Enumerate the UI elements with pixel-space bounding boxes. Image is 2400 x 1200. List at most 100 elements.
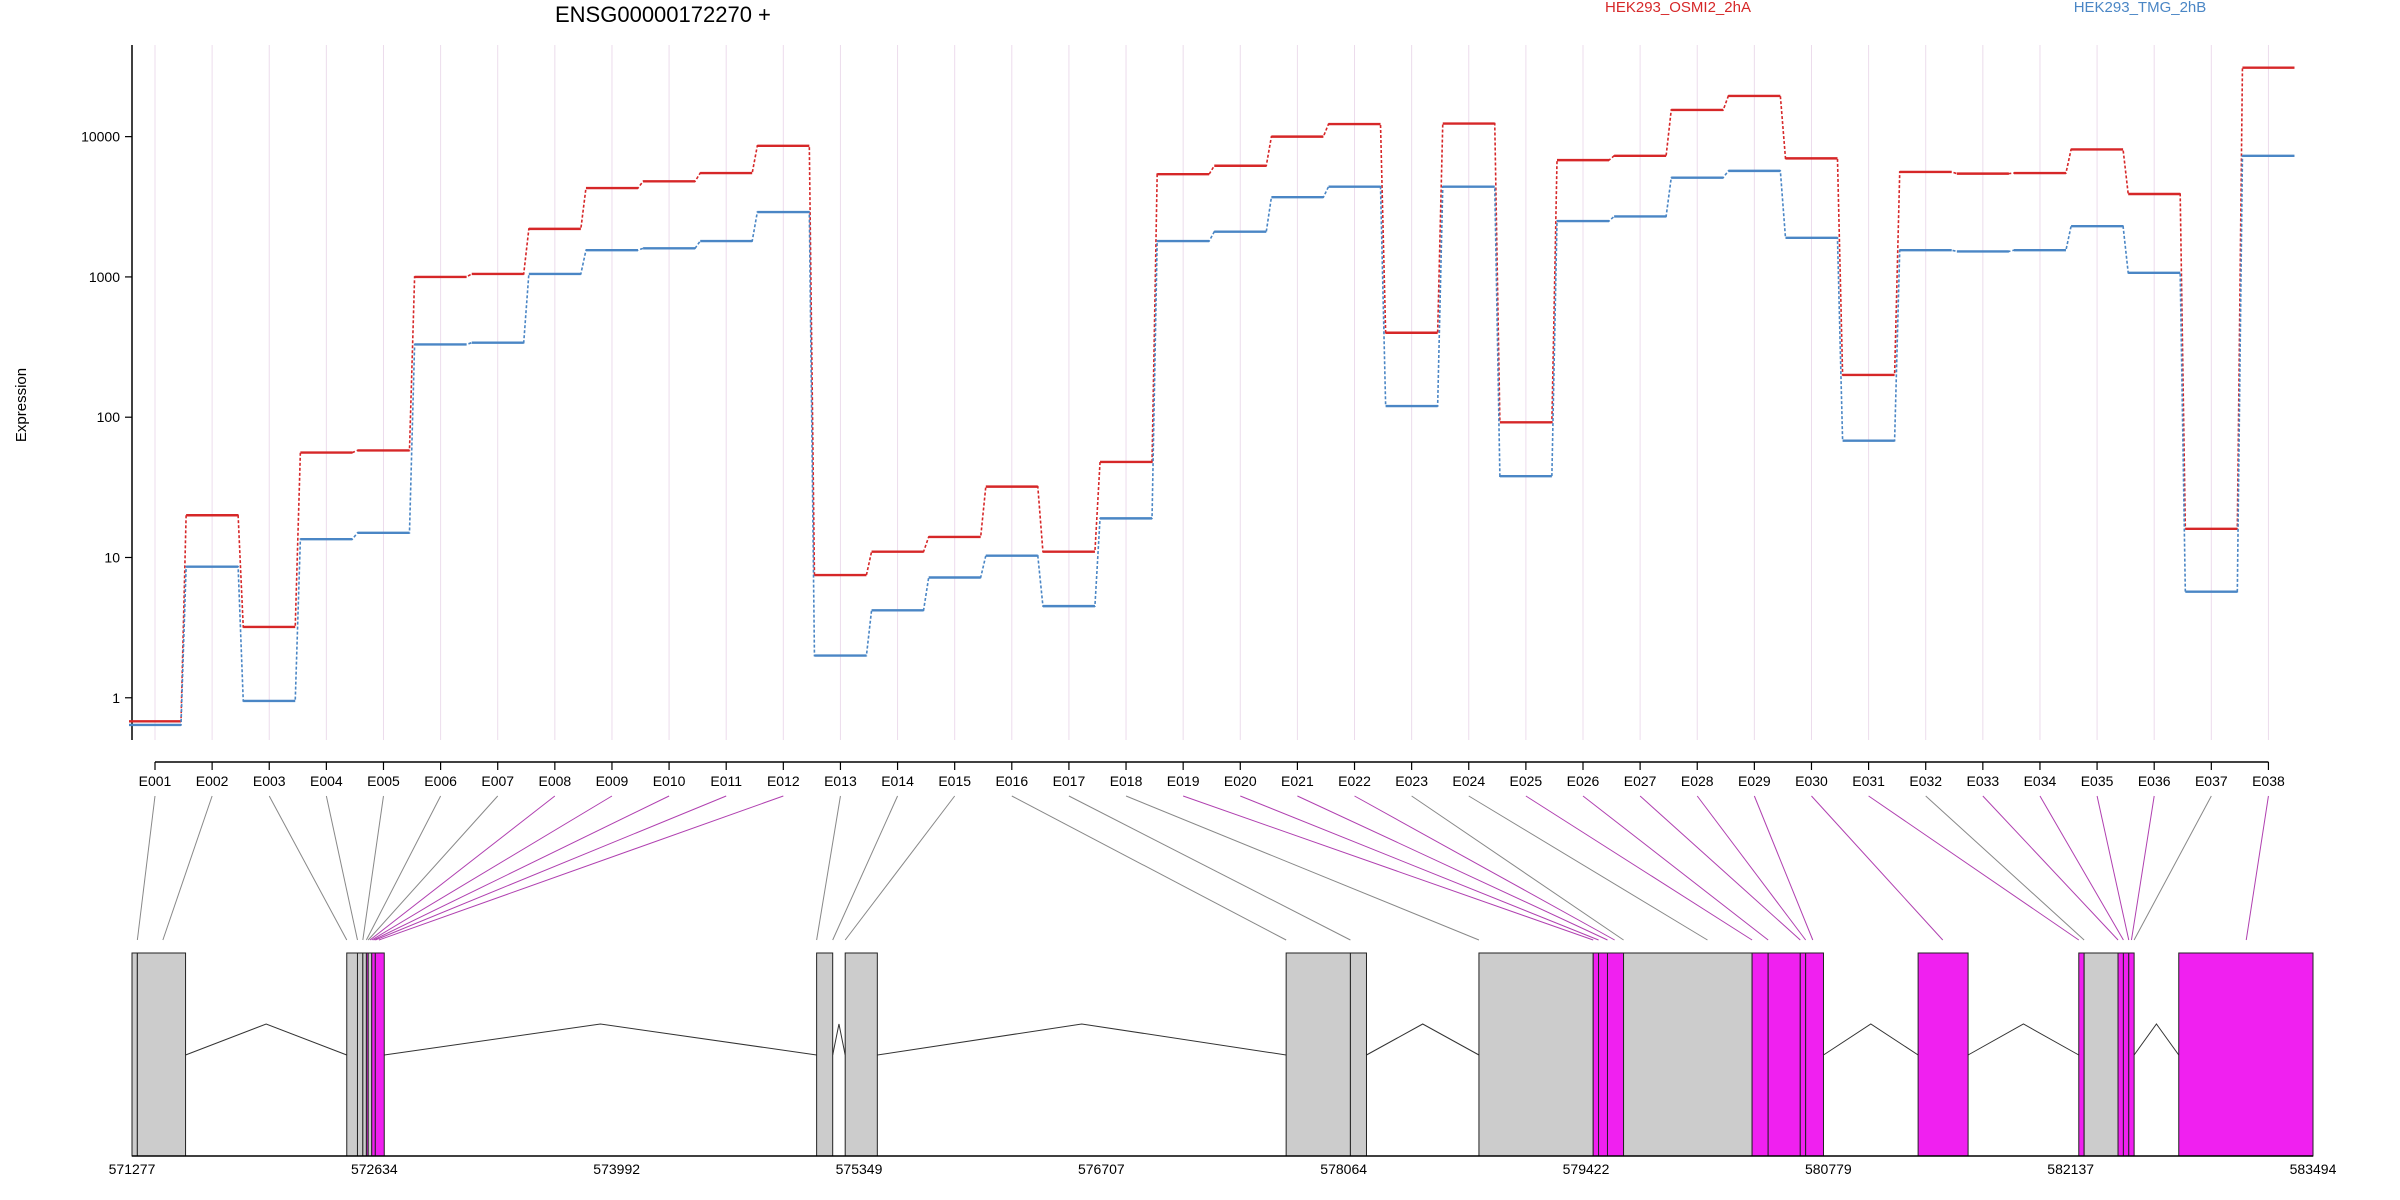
connector-e015 — [844, 795, 956, 941]
connector-e035 — [2096, 795, 2130, 941]
x-tick-label: E037 — [2195, 773, 2228, 789]
x-tick-label: E018 — [1110, 773, 1143, 789]
connector-e007 — [367, 795, 499, 941]
connector-e016 — [1011, 795, 1287, 941]
x-tick-label: E029 — [1738, 773, 1771, 789]
coordinate-label: 572634 — [351, 1161, 398, 1177]
exon-block — [371, 952, 376, 1157]
connector-e020 — [1240, 795, 1599, 941]
x-tick-label: E017 — [1053, 773, 1086, 789]
coordinate-label: 579422 — [1563, 1161, 1610, 1177]
x-tick-label: E001 — [139, 773, 172, 789]
intron-line — [1967, 1023, 2080, 1056]
connector-e002 — [162, 795, 213, 941]
exon-block — [1592, 952, 1600, 1157]
y-axis: 1 10 100 1000 10000 — [81, 45, 133, 740]
connector-e018 — [1125, 795, 1480, 941]
genomic-coordinate-axis: 571277 572634 573992 575349 576707 578064 5794… — [109, 1155, 2337, 1177]
x-tick-label: E002 — [196, 773, 229, 789]
legend-label-series-1: HEK293_OSMI2_2hA — [1605, 0, 1751, 16]
connector-e025 — [1525, 795, 1753, 941]
series-lines — [129, 66, 2295, 727]
x-tick-label: E020 — [1224, 773, 1257, 789]
x-tick-label: E004 — [310, 773, 343, 789]
exon-block — [2117, 952, 2124, 1157]
connector-e012 — [378, 795, 784, 941]
exon-block — [1285, 952, 1351, 1157]
connector-e036 — [2130, 795, 2155, 941]
connector-e003 — [268, 795, 348, 941]
x-tick-label: E034 — [2024, 773, 2057, 789]
coordinate-label: 580779 — [1805, 1161, 1852, 1177]
exon-block — [1349, 952, 1367, 1157]
exon-block — [2083, 952, 2119, 1157]
connector-e034 — [2039, 795, 2124, 941]
gene-title: ENSG00000172270 + — [555, 2, 771, 27]
x-tick-label: E036 — [2138, 773, 2171, 789]
exon-block — [1799, 952, 1807, 1157]
exon-block — [1751, 952, 1769, 1157]
x-tick-label: E005 — [367, 773, 400, 789]
connector-e031 — [1868, 795, 2080, 941]
gene-model — [131, 952, 2314, 1157]
coordinate-label: 573992 — [593, 1161, 640, 1177]
y-tick-label: 10000 — [81, 129, 120, 145]
x-tick-label: E015 — [938, 773, 971, 789]
exon-block — [1767, 952, 1801, 1157]
connector-e019 — [1182, 795, 1594, 941]
connector-e010 — [373, 795, 670, 941]
x-tick-label: E016 — [995, 773, 1028, 789]
exon-block — [816, 952, 834, 1157]
x-tick-label: E027 — [1624, 773, 1657, 789]
y-tick-label: 100 — [97, 409, 121, 425]
x-tick-label: E035 — [2081, 773, 2114, 789]
connector-e005 — [362, 795, 384, 941]
x-tick-label: E011 — [710, 773, 742, 789]
exon-block — [346, 952, 358, 1157]
connector-e001 — [136, 795, 156, 941]
series-line-2 — [129, 155, 2295, 726]
x-tick-label: E030 — [1795, 773, 1828, 789]
vertical-grid — [154, 45, 2269, 740]
x-tick-label: E006 — [424, 773, 457, 789]
exon-block — [367, 952, 373, 1157]
connector-e022 — [1354, 795, 1615, 941]
series-1 — [129, 66, 2295, 723]
coordinate-label: 582137 — [2047, 1161, 2094, 1177]
connector-e026 — [1582, 795, 1769, 941]
coordinate-label: 576707 — [1078, 1161, 1125, 1177]
connector-e004 — [325, 795, 358, 941]
exon-block — [2178, 952, 2314, 1157]
connector-e017 — [1068, 795, 1351, 941]
exon-block — [2128, 952, 2135, 1157]
x-tick-label: E003 — [253, 773, 286, 789]
x-tick-label: E012 — [767, 773, 800, 789]
x-tick-label: E024 — [1452, 773, 1485, 789]
exon-block — [1805, 952, 1824, 1157]
intron-line — [877, 1023, 1287, 1056]
x-tick-label: E031 — [1852, 773, 1885, 789]
x-tick-label: E009 — [596, 773, 629, 789]
connector-e011 — [375, 795, 727, 941]
exon-block — [2078, 952, 2085, 1157]
coordinate-label: 575349 — [836, 1161, 883, 1177]
series-line-1 — [129, 66, 2295, 723]
x-axis: E001 E002 E003 E004 E005 E006 E007 E008 E009 E010… — [139, 761, 2285, 789]
x-tick-label: E014 — [881, 773, 914, 789]
x-tick-label: E008 — [538, 773, 571, 789]
connector-e024 — [1468, 795, 1708, 941]
connector-e037 — [2133, 795, 2212, 941]
exon-block — [131, 952, 138, 1157]
x-tick-label: E025 — [1510, 773, 1543, 789]
y-tick-label: 10 — [104, 549, 120, 565]
connector-e029 — [1753, 795, 1814, 941]
x-tick-label: E026 — [1567, 773, 1600, 789]
x-tick-label: E022 — [1338, 773, 1371, 789]
connector-e033 — [1982, 795, 2119, 941]
y-tick-label: 1 — [112, 690, 120, 706]
coordinate-label: 578064 — [1320, 1161, 1367, 1177]
intron-line — [185, 1023, 347, 1056]
connector-e006 — [365, 795, 442, 941]
exon-block — [1478, 952, 1594, 1157]
